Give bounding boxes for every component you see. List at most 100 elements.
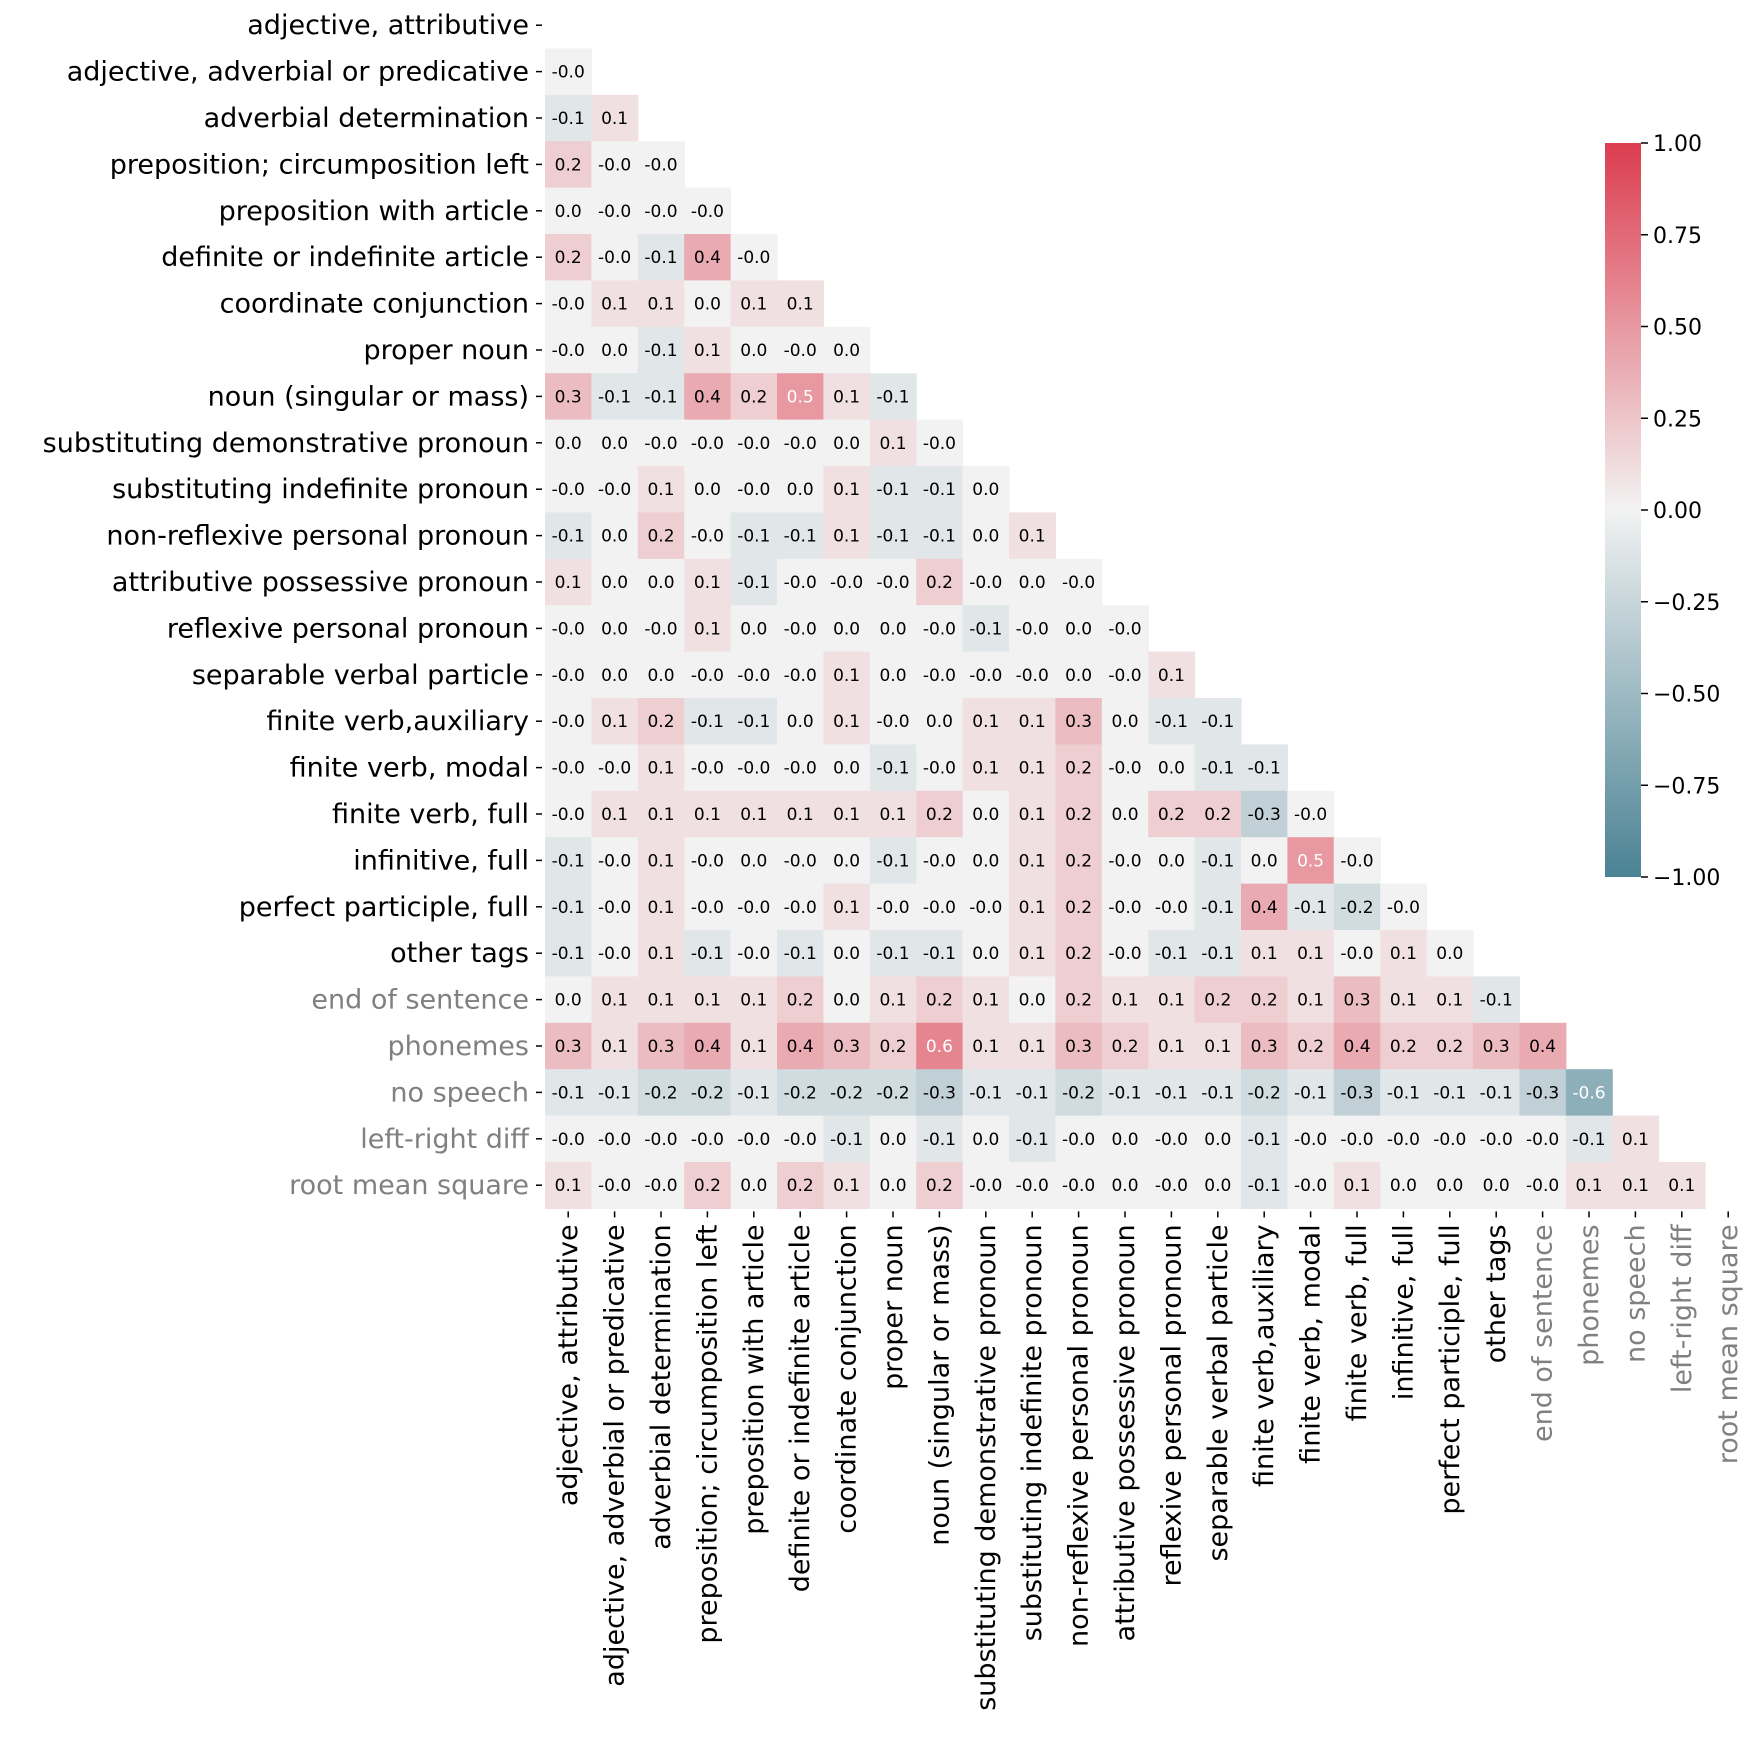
cell-value-label: -0.1 <box>644 387 677 407</box>
heatmap-cell <box>869 744 917 792</box>
heatmap-cell <box>1194 1022 1242 1070</box>
heatmap-cell <box>1101 651 1149 699</box>
cell-value-label: 0.1 <box>1251 944 1278 964</box>
cell-value-label: 0.4 <box>787 1037 814 1057</box>
cell-value-label: 0.2 <box>1251 991 1278 1011</box>
heatmap-cell <box>916 651 964 699</box>
row-label: preposition; circumposition left <box>110 149 529 180</box>
cell-value-label: 0.2 <box>926 573 953 593</box>
cell-value-label: -0.0 <box>784 619 817 639</box>
cell-value-label: 0.1 <box>647 898 674 918</box>
cell-value-label: -0.0 <box>552 712 585 732</box>
cell-value-label: 0.1 <box>1019 712 1046 732</box>
cell-value-label: 0.1 <box>1575 1176 1602 1196</box>
cell-value-label: -0.0 <box>598 155 631 175</box>
colorbar-tick-label: −0.50 <box>1653 683 1720 708</box>
cell-value-label: -0.0 <box>1108 898 1141 918</box>
column-label: no speech <box>1620 1224 1651 1363</box>
row-label: proper noun <box>364 335 529 366</box>
cell-value-label: 0.1 <box>1111 991 1138 1011</box>
heatmap-cell <box>916 883 964 931</box>
cell-value-label: -0.0 <box>1108 759 1141 779</box>
heatmap-cell <box>684 373 732 421</box>
heatmap-cell <box>1009 790 1056 838</box>
cell-value-label: -0.0 <box>552 295 585 315</box>
cell-value-label: 0.2 <box>1390 1037 1417 1057</box>
heatmap-cell <box>1009 605 1056 653</box>
heatmap-cell <box>1009 1115 1056 1163</box>
cell-value-label: 0.0 <box>1158 851 1185 871</box>
heatmap-cell <box>591 605 639 653</box>
cell-value-label: -0.1 <box>876 759 909 779</box>
cell-value-label: -0.0 <box>1016 1176 1049 1196</box>
cell-value-label: -0.1 <box>1201 944 1234 964</box>
heatmap-cell <box>1333 1162 1381 1209</box>
column-label: substituting indefinite pronoun <box>1017 1224 1048 1641</box>
heatmap-cell <box>1009 744 1056 792</box>
cell-value-label: -0.0 <box>552 805 585 825</box>
heatmap-cell <box>869 976 917 1024</box>
cell-value-label: 0.2 <box>1111 1037 1138 1057</box>
cell-value-label: 0.0 <box>1065 666 1092 686</box>
heatmap-cell <box>684 837 732 885</box>
column-label: end of sentence <box>1528 1224 1559 1442</box>
cell-value-label: 0.4 <box>1343 1037 1370 1057</box>
heatmap-cell <box>730 280 778 328</box>
cell-value-label: -0.0 <box>598 1176 631 1196</box>
cell-value-label: 0.1 <box>694 573 721 593</box>
cell-value-label: 0.0 <box>879 666 906 686</box>
colorbar-gradient <box>1605 143 1641 877</box>
cell-value-label: 0.5 <box>787 387 814 407</box>
cell-value-label: -0.1 <box>830 1130 863 1150</box>
heatmap-cell <box>684 790 732 838</box>
cell-value-label: 0.0 <box>1065 619 1092 639</box>
heatmap-cell <box>591 744 639 792</box>
cell-value-label: -0.1 <box>876 480 909 500</box>
cell-value-label: -0.6 <box>1572 1083 1605 1103</box>
row-label: attributive possessive pronoun <box>112 567 529 598</box>
column-label: non-reflexive personal pronoun <box>1064 1224 1095 1647</box>
cell-value-label: -0.1 <box>737 712 770 732</box>
heatmap-cell <box>1148 976 1196 1024</box>
colorbar-tick-label: 0.75 <box>1653 224 1702 249</box>
cell-value-label: -0.0 <box>598 898 631 918</box>
cell-value-label: -0.0 <box>691 527 724 547</box>
cell-value-label: -0.1 <box>969 1083 1002 1103</box>
heatmap-cell <box>962 558 1010 606</box>
cell-value-label: -0.1 <box>552 944 585 964</box>
column-label: adverbial determination <box>646 1224 677 1549</box>
heatmap-cell <box>1009 976 1056 1024</box>
cell-value-label: 0.2 <box>926 805 953 825</box>
cell-value-label: -0.2 <box>644 1083 677 1103</box>
cell-value-label: -0.0 <box>552 666 585 686</box>
row-label: adjective, attributive <box>247 10 529 41</box>
heatmap-cell <box>545 976 592 1024</box>
heatmap-cell <box>1055 1162 1103 1209</box>
cell-value-label: 0.0 <box>1390 1176 1417 1196</box>
cell-value-label: -0.0 <box>644 1176 677 1196</box>
cell-value-label: -0.1 <box>737 573 770 593</box>
heatmap-cell <box>777 1022 824 1070</box>
cell-value-label: -0.1 <box>1480 991 1513 1011</box>
heatmap-cell <box>591 512 639 560</box>
cell-value-label: -0.0 <box>923 666 956 686</box>
heatmap-cell <box>1148 837 1196 885</box>
heatmap-cell <box>823 1069 871 1117</box>
cell-value-label: -0.0 <box>737 666 770 686</box>
cell-value-label: -0.1 <box>1016 1083 1049 1103</box>
heatmap-cell <box>1009 883 1056 931</box>
cell-value-label: 0.0 <box>647 666 674 686</box>
heatmap-cell <box>1612 1162 1660 1209</box>
cell-value-label: 0.1 <box>833 805 860 825</box>
heatmap-cell <box>1194 930 1242 977</box>
heatmap-cell <box>869 1069 917 1117</box>
heatmap-cell <box>823 698 871 745</box>
heatmap-cell <box>637 930 685 977</box>
cell-value-label: -0.1 <box>876 527 909 547</box>
cell-value-label: 0.3 <box>555 387 582 407</box>
cell-value-label: -0.0 <box>552 341 585 361</box>
cell-value-label: -0.1 <box>969 619 1002 639</box>
heatmap-cell <box>1380 1162 1428 1209</box>
heatmap-cell <box>1055 1115 1103 1163</box>
